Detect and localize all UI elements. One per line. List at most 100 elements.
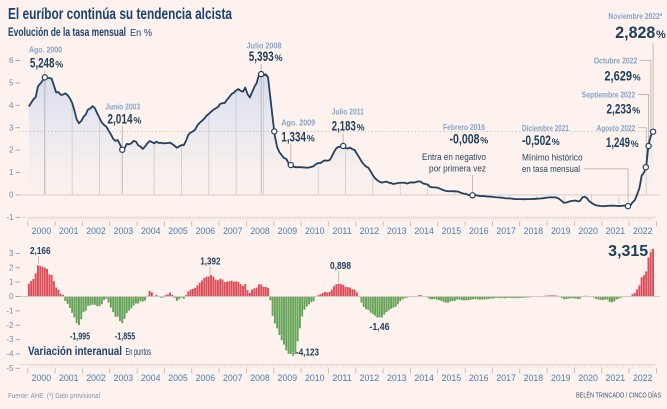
svg-text:Febrero 2016: Febrero 2016 (443, 122, 485, 132)
svg-text:0,898: 0,898 (330, 261, 351, 272)
svg-text:2015: 2015 (442, 373, 462, 383)
svg-text:5,393: 5,393 (249, 49, 274, 64)
svg-text:-1,995: -1,995 (70, 331, 90, 342)
svg-text:2,014: 2,014 (107, 111, 133, 126)
svg-text:2014: 2014 (414, 226, 434, 236)
svg-text:-5: -5 (6, 364, 14, 373)
svg-text:2013: 2013 (387, 226, 407, 236)
svg-text:2002: 2002 (86, 226, 106, 236)
svg-text:2,166: 2,166 (30, 246, 51, 257)
svg-text:Variación interanual: Variación interanual (28, 344, 122, 358)
svg-text:2006: 2006 (196, 226, 216, 236)
svg-text:6: 6 (9, 56, 14, 65)
svg-text:%: % (480, 136, 488, 146)
svg-text:Fuente: AHE. (*) Dato provisio: Fuente: AHE. (*) Dato provisional (8, 393, 100, 400)
svg-text:Ago. 2009: Ago. 2009 (281, 118, 315, 128)
svg-text:2021: 2021 (606, 373, 626, 383)
svg-text:2020: 2020 (578, 373, 598, 383)
svg-text:2005: 2005 (168, 373, 188, 383)
svg-text:1: 1 (9, 278, 14, 287)
svg-text:Mínimo histórico: Mínimo histórico (522, 153, 583, 163)
svg-text:3,315: 3,315 (608, 243, 648, 260)
svg-text:%: % (633, 73, 641, 83)
svg-text:0: 0 (9, 191, 14, 200)
svg-text:2011: 2011 (332, 373, 352, 383)
svg-text:Noviembre 2022*: Noviembre 2022* (608, 11, 663, 21)
svg-text:%: % (55, 60, 63, 70)
svg-text:-0,008: -0,008 (450, 132, 480, 147)
svg-text:El euríbor continúa su tendenc: El euríbor continúa su tendencia alcista (8, 6, 232, 23)
svg-text:2017: 2017 (496, 226, 516, 236)
svg-text:%: % (133, 115, 141, 125)
svg-text:2010: 2010 (305, 226, 325, 236)
svg-text:2016: 2016 (469, 226, 489, 236)
svg-text:BELÉN TRINCADO / CINCO DÍAS: BELÉN TRINCADO / CINCO DÍAS (576, 390, 661, 399)
svg-text:Ago. 2000: Ago. 2000 (29, 44, 62, 54)
svg-text:2019: 2019 (551, 226, 571, 236)
svg-text:por primera vez: por primera vez (429, 163, 486, 173)
svg-text:3: 3 (9, 123, 14, 132)
svg-text:2018: 2018 (524, 226, 544, 236)
svg-text:2007: 2007 (223, 373, 243, 383)
svg-text:2017: 2017 (496, 373, 516, 383)
svg-text:%: % (656, 29, 666, 41)
svg-text:En %: En % (130, 28, 152, 39)
svg-text:2007: 2007 (223, 226, 243, 236)
svg-text:2021: 2021 (606, 226, 626, 236)
svg-text:Diciembre 2021: Diciembre 2021 (522, 123, 569, 133)
svg-text:5: 5 (9, 79, 14, 88)
svg-text:%: % (307, 133, 315, 143)
svg-text:%: % (552, 137, 560, 147)
svg-text:1,392: 1,392 (200, 256, 220, 267)
svg-text:2022: 2022 (633, 226, 653, 236)
svg-text:2,183: 2,183 (332, 118, 356, 133)
svg-text:En puntos: En puntos (126, 347, 152, 358)
svg-text:4: 4 (9, 101, 14, 110)
svg-text:2002: 2002 (86, 373, 106, 383)
svg-text:en tasa mensual: en tasa mensual (522, 164, 580, 174)
svg-text:3: 3 (9, 249, 14, 258)
svg-text:2: 2 (9, 263, 14, 272)
svg-text:-1,46: -1,46 (370, 322, 390, 333)
svg-text:-3: -3 (6, 335, 14, 344)
svg-text:2020: 2020 (578, 226, 598, 236)
svg-text:-1,855: -1,855 (115, 331, 136, 342)
svg-text:2011: 2011 (332, 226, 352, 236)
svg-text:2018: 2018 (524, 373, 544, 383)
svg-text:2009: 2009 (278, 373, 298, 383)
svg-text:2,233: 2,233 (607, 102, 632, 117)
svg-text:1: 1 (9, 168, 14, 177)
svg-text:2: 2 (9, 146, 14, 155)
svg-text:2000: 2000 (32, 373, 52, 383)
svg-text:2016: 2016 (469, 373, 489, 383)
svg-text:-4,123: -4,123 (296, 348, 319, 359)
svg-text:%: % (357, 122, 365, 132)
svg-text:1,334: 1,334 (281, 129, 306, 144)
svg-text:2,629: 2,629 (604, 69, 632, 84)
svg-text:Julio 2011: Julio 2011 (332, 106, 364, 116)
svg-text:2015: 2015 (442, 226, 462, 236)
svg-text:1,249: 1,249 (606, 135, 630, 150)
svg-text:2008: 2008 (250, 226, 270, 236)
svg-text:%: % (631, 139, 639, 149)
svg-text:Octubre 2022: Octubre 2022 (594, 56, 638, 66)
svg-text:Agosto 2022: Agosto 2022 (597, 123, 636, 133)
svg-text:2006: 2006 (196, 373, 216, 383)
svg-text:2019: 2019 (551, 373, 571, 383)
svg-text:2005: 2005 (168, 226, 188, 236)
svg-text:2004: 2004 (141, 373, 161, 383)
svg-text:-1: -1 (6, 213, 14, 222)
svg-text:-4: -4 (6, 350, 14, 359)
svg-text:Julio 2008: Julio 2008 (247, 40, 282, 50)
svg-text:2001: 2001 (59, 373, 79, 383)
svg-text:0: 0 (9, 292, 14, 301)
svg-text:2009: 2009 (278, 226, 298, 236)
svg-text:%: % (275, 53, 283, 63)
svg-text:2012: 2012 (360, 373, 380, 383)
svg-text:2008: 2008 (250, 373, 270, 383)
svg-text:%: % (632, 106, 640, 116)
svg-text:2004: 2004 (141, 226, 161, 236)
svg-text:-0,502: -0,502 (522, 133, 551, 148)
svg-text:-2: -2 (6, 321, 14, 330)
svg-text:5,248: 5,248 (30, 56, 55, 71)
